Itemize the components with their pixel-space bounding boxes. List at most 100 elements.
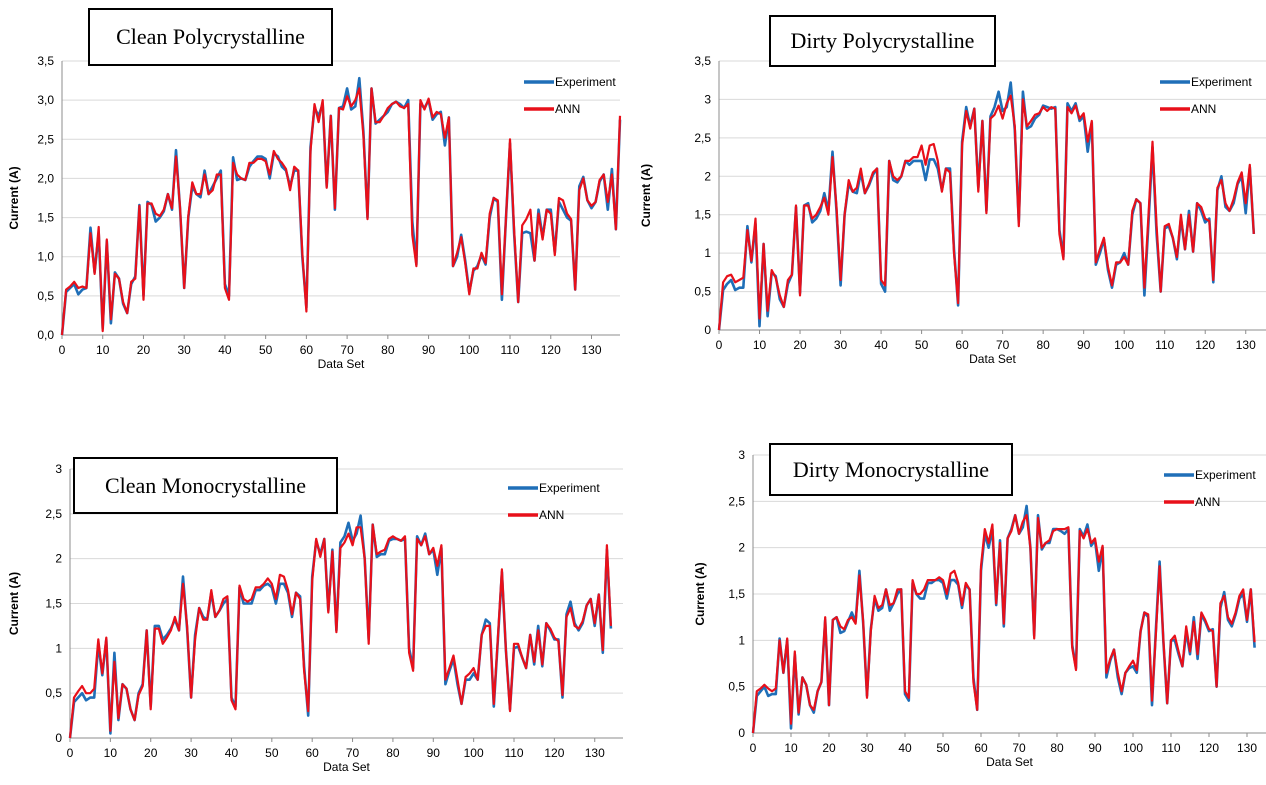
x-tick-label: 40 [898,741,912,755]
y-tick-label: 0 [704,323,711,337]
y-tick-label: 3 [704,92,711,106]
x-tick-label: 20 [822,741,836,755]
series-line-ann [60,87,622,336]
y-tick-label: 0,5 [728,680,745,694]
x-tick-label: 110 [1155,338,1174,352]
series-line-experiment [60,76,622,336]
x-tick-label: 120 [1199,741,1219,755]
y-axis-label: Current (A) [7,572,21,635]
x-tick-label: 120 [544,746,564,760]
x-tick-label: 60 [300,343,314,357]
x-tick-label: 30 [178,343,192,357]
y-tick-label: 0,5 [37,289,54,303]
y-tick-label: 1,5 [728,587,745,601]
series-line-ann [68,523,612,739]
x-tick-label: 50 [259,343,273,357]
x-tick-label: 20 [793,338,807,352]
chart-title: Clean Monocrystalline [73,457,338,514]
legend-label: ANN [555,102,580,116]
y-axis-label: Current (A) [639,164,653,227]
x-tick-label: 80 [386,746,400,760]
x-tick-label: 80 [1036,338,1050,352]
x-tick-label: 130 [1237,741,1257,755]
x-axis-label: Data Set [318,357,365,371]
chart-clean-polycrystalline: 0,0 0,5 1,0 1,5 2,0 2,5 3,0 3,5 0 10 20 30 40 50 60 70 8… [0,0,633,390]
x-tick-label: 90 [422,343,436,357]
legend-label: ANN [539,508,564,522]
series-line-ann [751,514,1256,734]
y-tick-label: 2 [704,169,711,183]
x-tick-label: 30 [184,746,198,760]
y-tick-label: 0 [55,731,62,745]
chart-dirty-monocrystalline: 0 0,5 1 1,5 2 2,5 3 0 10 20 30 40 50 60 70 80 90 100 110 12… [633,395,1266,785]
x-tick-label: 40 [874,338,888,352]
x-tick-label: 110 [504,746,523,760]
chart-title: Clean Polycrystalline [88,8,333,66]
x-tick-label: 0 [67,746,74,760]
x-tick-label: 30 [834,338,848,352]
y-tick-label: 2,0 [37,171,54,185]
y-tick-label: 2 [55,552,62,566]
legend-label: Experiment [555,75,616,89]
x-tick-label: 50 [936,741,950,755]
y-tick-label: 2,5 [45,507,62,521]
y-axis-label: Current (A) [7,166,21,229]
x-tick-label: 100 [1114,338,1134,352]
x-tick-label: 90 [427,746,441,760]
legend-label: ANN [1191,102,1216,116]
chart-clean-monocrystalline: 0 0,5 1 1,5 2 2,5 3 0 10 20 30 40 50 60 70 80 90 100 110 12… [0,395,633,785]
y-tick-label: 1 [738,633,745,647]
x-tick-label: 40 [225,746,239,760]
y-tick-label: 0 [738,726,745,740]
x-axis-label: Data Set [969,352,1016,366]
x-tick-label: 110 [1161,741,1180,755]
chart-svg: 0 0,5 1 1,5 2 2,5 3 3,5 0 10 20 30 40 50 60 70 80 90 100 11… [639,54,1266,366]
y-tick-label: 0,5 [694,285,711,299]
x-tick-label: 130 [585,746,605,760]
x-tick-label: 70 [996,338,1010,352]
series-line-ann [717,94,1255,331]
legend-label: Experiment [539,481,600,495]
legend-label: Experiment [1195,468,1256,482]
y-tick-label: 1,5 [694,208,711,222]
x-tick-label: 130 [1236,338,1256,352]
x-tick-label: 130 [581,343,601,357]
y-tick-label: 1,5 [45,597,62,611]
x-tick-label: 0 [59,343,66,357]
y-tick-label: 2,5 [694,131,711,145]
y-tick-label: 2,5 [37,132,54,146]
x-tick-label: 20 [137,343,151,357]
x-tick-label: 60 [955,338,969,352]
y-tick-label: 1,0 [37,250,54,264]
x-axis-label: Data Set [323,760,370,774]
chart-svg: 0,0 0,5 1,0 1,5 2,0 2,5 3,0 3,5 0 10 20 30 40 50 60 70 8… [7,54,622,371]
x-tick-label: 70 [346,746,360,760]
x-tick-label: 10 [753,338,767,352]
x-tick-label: 30 [860,741,874,755]
x-tick-label: 90 [1088,741,1102,755]
x-tick-label: 80 [381,343,395,357]
y-tick-label: 1 [704,246,711,260]
x-tick-label: 80 [1050,741,1064,755]
y-axis-label: Current (A) [693,562,707,625]
x-tick-label: 20 [144,746,158,760]
x-tick-label: 0 [750,741,757,755]
y-tick-label: 1,5 [37,211,54,225]
legend-label: ANN [1195,495,1220,509]
x-tick-label: 40 [218,343,232,357]
x-tick-label: 50 [915,338,929,352]
x-tick-label: 70 [1012,741,1026,755]
y-tick-label: 3,5 [37,54,54,68]
chart-title: Dirty Polycrystalline [769,15,996,67]
y-tick-label: 2 [738,541,745,555]
y-tick-label: 1 [55,641,62,655]
x-tick-label: 100 [459,343,479,357]
x-tick-label: 70 [340,343,354,357]
chart-svg: 00,511,522,530 10 20 30 40 50 60 70 80 90 100 110 12… [7,462,623,774]
x-tick-label: 100 [464,746,484,760]
x-tick-label: 90 [1077,338,1091,352]
x-tick-label: 10 [784,741,798,755]
y-tick-label: 3 [738,448,745,462]
y-tick-label: 2,5 [728,494,745,508]
y-tick-label: 3,5 [694,54,711,68]
